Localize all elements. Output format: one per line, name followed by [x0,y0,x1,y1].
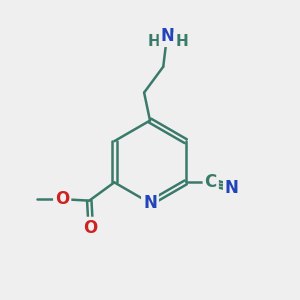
Text: N: N [225,179,239,197]
Text: O: O [55,190,69,208]
Text: H: H [148,34,160,49]
Text: N: N [143,194,157,212]
Text: O: O [84,219,98,237]
Text: C: C [205,173,217,191]
Text: H: H [175,34,188,49]
Text: N: N [161,27,175,45]
